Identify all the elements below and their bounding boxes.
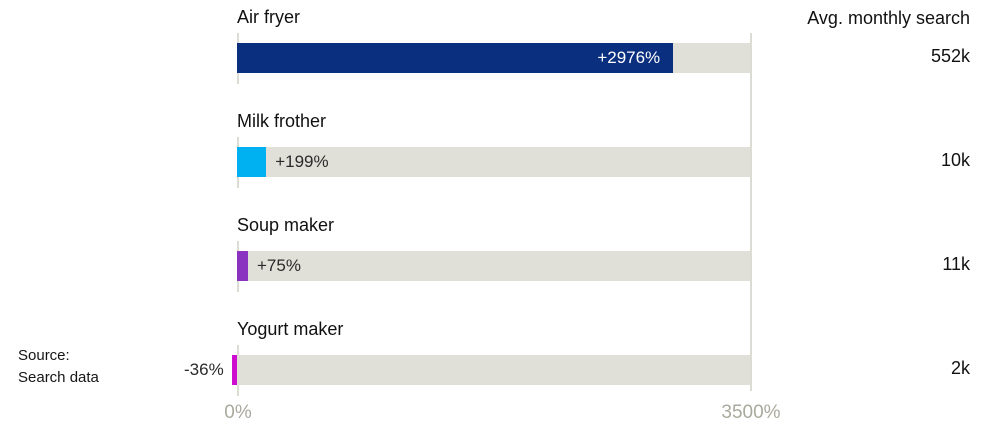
category-label: Yogurt maker [237, 319, 344, 339]
change-value-label: +199% [275, 152, 329, 171]
category-label: Air fryer [237, 7, 300, 27]
gridline-3500pct [750, 33, 752, 391]
avg-search-value: 552k [930, 46, 970, 66]
axis-tick-0: 0% [224, 402, 252, 423]
change-bar: +2976% [237, 43, 674, 73]
source-line2: Search data [18, 369, 99, 386]
change-bar [237, 251, 248, 281]
chart-row-air-fryer: Air fryer +2976% 552k [0, 0, 989, 104]
change-value-label: +2976% [597, 48, 661, 67]
avg-search-value: 11k [942, 254, 970, 274]
right-column-header: Avg. monthly search [807, 8, 970, 28]
category-label: Milk frother [237, 111, 327, 131]
chart-row-yogurt-maker: Yogurt maker -36% 2k [0, 312, 989, 416]
source-line1: Source: [18, 347, 70, 364]
chart-row-milk-frother: Milk frother +199% 10k [0, 104, 989, 208]
change-value-label: +75% [257, 256, 301, 275]
bar-track: -36% [184, 355, 750, 385]
avg-search-value: 2k [950, 358, 970, 378]
avg-search-value: 10k [940, 150, 970, 170]
bar-track: +75% [237, 251, 750, 281]
category-label: Soup maker [237, 215, 335, 235]
change-bar [231, 355, 237, 385]
bar-track: +199% [237, 147, 750, 177]
axis-tick-max: 3500% [721, 402, 781, 423]
bar-track: +2976% [237, 43, 750, 73]
chart-row-soup-maker: Soup maker +75% 11k [0, 208, 989, 312]
change-value-label: -36% [184, 360, 224, 379]
source-note: Source: Search data [18, 345, 99, 389]
change-bar [237, 147, 267, 177]
